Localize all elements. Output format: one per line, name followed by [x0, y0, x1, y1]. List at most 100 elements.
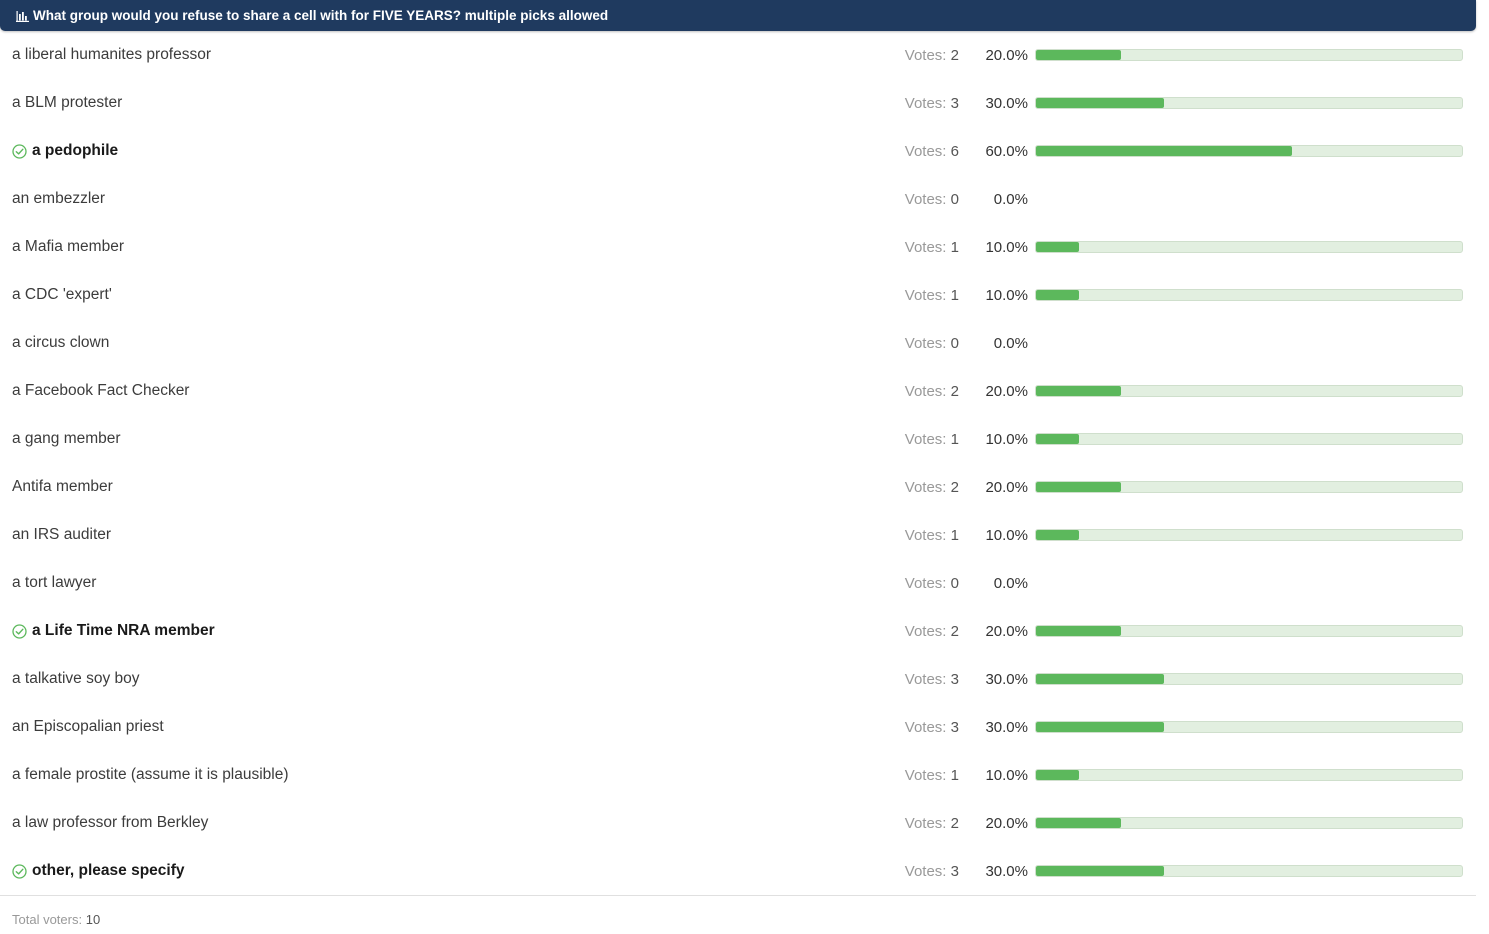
- poll-option-row: a female prostite (assume it is plausibl…: [0, 751, 1476, 799]
- vote-percent: 60.0%: [985, 142, 1028, 160]
- poll-option: a liberal humanites professor: [12, 46, 211, 64]
- vote-progress-bar: [1035, 49, 1463, 61]
- vote-count-value: 1: [950, 526, 959, 544]
- vote-progress-bar: [1035, 481, 1463, 493]
- vote-percent: 20.0%: [985, 46, 1028, 64]
- vote-progress-fill: [1036, 866, 1164, 876]
- vote-progress-fill: [1036, 818, 1122, 828]
- vote-progress-fill: [1036, 50, 1122, 60]
- bar-chart-icon: [16, 10, 29, 22]
- vote-count-value: 3: [950, 94, 959, 112]
- vote-progress-bar: [1035, 817, 1463, 829]
- poll-option: a pedophile: [12, 142, 118, 160]
- poll-question: What group would you refuse to share a c…: [33, 8, 609, 23]
- poll-option: a talkative soy boy: [12, 670, 140, 688]
- poll-option-row: a pedophile Votes: 6 60.0%: [0, 127, 1476, 175]
- poll-option: an embezzler: [12, 190, 105, 208]
- vote-count-value: 0: [950, 190, 959, 208]
- poll-option-label: a Mafia member: [12, 238, 124, 255]
- vote-progress-fill: [1036, 146, 1292, 156]
- vote-percent: 30.0%: [985, 862, 1028, 880]
- vote-progress-fill: [1036, 482, 1122, 492]
- vote-percent: 20.0%: [985, 814, 1028, 832]
- vote-count-label: Votes:: [904, 94, 947, 112]
- total-voters-count: 10: [85, 912, 101, 927]
- vote-count-value: 2: [950, 814, 959, 832]
- vote-count: Votes: 2: [905, 383, 959, 400]
- vote-count-value: 2: [950, 46, 959, 64]
- poll-option: a tort lawyer: [12, 574, 96, 592]
- vote-percent: 10.0%: [985, 286, 1028, 304]
- vote-percent: 10.0%: [985, 766, 1028, 784]
- poll-option-row: a circus clown Votes: 0 0.0%: [0, 319, 1476, 367]
- vote-count: Votes: 1: [905, 767, 959, 784]
- vote-progress-fill: [1036, 530, 1079, 540]
- check-circle-icon: [12, 863, 27, 879]
- vote-count-label: Votes:: [904, 478, 947, 496]
- poll-option-row: a Life Time NRA member Votes: 2 20.0%: [0, 607, 1476, 655]
- poll-option-row: a liberal humanites professor Votes: 2 20.…: [0, 31, 1476, 79]
- poll-option-row: a talkative soy boy Votes: 3 30.0%: [0, 655, 1476, 703]
- poll-option-label: a liberal humanites professor: [12, 46, 212, 63]
- poll-option: a Mafia member: [12, 238, 124, 256]
- vote-progress-bar: [1035, 241, 1463, 253]
- poll-option-label: an IRS auditer: [12, 526, 112, 543]
- poll-option: a gang member: [12, 430, 121, 448]
- poll-option-label: a BLM protester: [12, 94, 123, 111]
- vote-count-label: Votes:: [904, 862, 947, 880]
- poll-option-label: Antifa member: [12, 478, 113, 495]
- vote-count-value: 0: [950, 574, 959, 592]
- vote-count-label: Votes:: [904, 238, 947, 256]
- vote-count: Votes: 3: [905, 95, 959, 112]
- vote-percent: 0.0%: [993, 190, 1028, 208]
- vote-count-value: 0: [950, 334, 959, 352]
- check-circle-icon: [12, 143, 27, 159]
- vote-progress-bar: [1035, 721, 1463, 733]
- vote-count: Votes: 3: [905, 671, 959, 688]
- vote-percent: 0.0%: [993, 574, 1028, 592]
- poll-option-label: an Episcopalian priest: [12, 718, 164, 735]
- poll-options: a liberal humanites professor Votes: 2 20.…: [0, 31, 1476, 895]
- poll-header: What group would you refuse to share a c…: [0, 0, 1476, 31]
- vote-progress-fill: [1036, 770, 1079, 780]
- vote-percent: 30.0%: [985, 94, 1028, 112]
- vote-count: Votes: 1: [905, 287, 959, 304]
- vote-count-value: 6: [950, 142, 959, 160]
- vote-progress-bar: [1035, 673, 1463, 685]
- vote-count-value: 3: [950, 862, 959, 880]
- poll-option: a Facebook Fact Checker: [12, 382, 189, 400]
- vote-progress-bar: [1035, 769, 1463, 781]
- vote-progress-bar: [1035, 865, 1463, 877]
- vote-count-value: 3: [950, 718, 959, 736]
- vote-count: Votes: 2: [905, 47, 959, 64]
- vote-progress-fill: [1036, 290, 1079, 300]
- poll-option-row: a gang member Votes: 1 10.0%: [0, 415, 1476, 463]
- vote-count-label: Votes:: [904, 766, 947, 784]
- vote-percent: 30.0%: [985, 670, 1028, 688]
- poll-option-row: a Mafia member Votes: 1 10.0%: [0, 223, 1476, 271]
- check-circle-icon: [12, 623, 27, 639]
- vote-progress-bar: [1035, 529, 1463, 541]
- poll-option: a CDC 'expert': [12, 286, 112, 304]
- vote-count: Votes: 1: [905, 239, 959, 256]
- vote-count: Votes: 2: [905, 623, 959, 640]
- vote-count-value: 2: [950, 622, 959, 640]
- vote-progress-fill: [1036, 722, 1164, 732]
- poll-option: a law professor from Berkley: [12, 814, 208, 832]
- vote-count: Votes: 0: [905, 575, 959, 592]
- vote-progress-bar: [1035, 97, 1463, 109]
- vote-count: Votes: 3: [905, 719, 959, 736]
- poll-option-row: a law professor from Berkley Votes: 2 20.0…: [0, 799, 1476, 847]
- poll-option-label: a tort lawyer: [12, 574, 97, 591]
- poll-option-label: a pedophile: [32, 142, 119, 159]
- vote-count-value: 1: [950, 766, 959, 784]
- vote-count-label: Votes:: [904, 574, 947, 592]
- vote-count-value: 3: [950, 670, 959, 688]
- vote-count: Votes: 2: [905, 479, 959, 496]
- poll-option-label: a CDC 'expert': [12, 286, 112, 303]
- vote-count: Votes: 2: [905, 815, 959, 832]
- poll-option-label: a law professor from Berkley: [12, 814, 209, 831]
- vote-count-value: 2: [950, 478, 959, 496]
- poll-option-label: a gang member: [12, 430, 121, 447]
